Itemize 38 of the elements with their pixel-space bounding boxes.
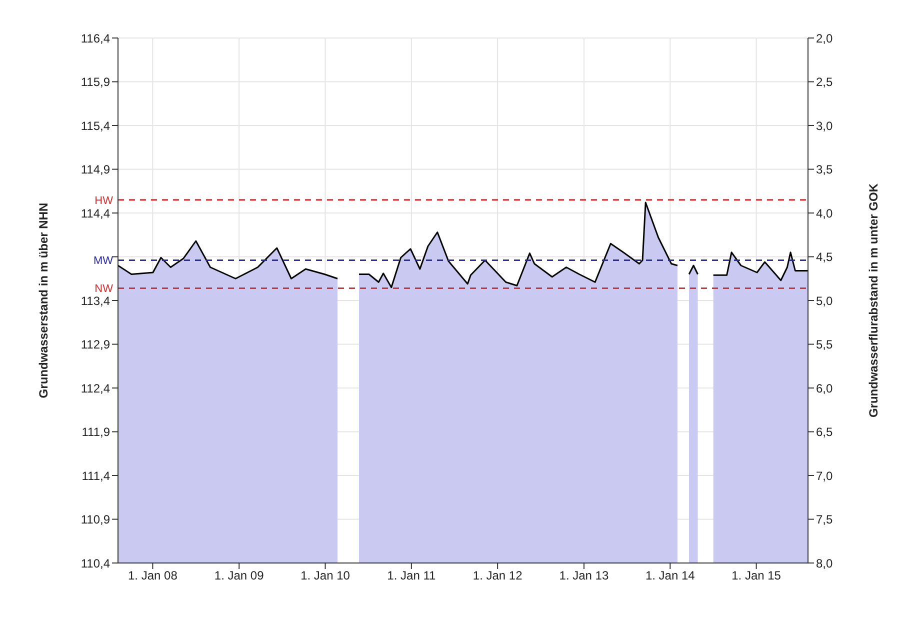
x-tick-label: 1. Jan 14 bbox=[645, 568, 696, 583]
y2-tick-label: 5,5 bbox=[816, 338, 834, 352]
y-axis-title: Grundwasserstand in m über NHN bbox=[36, 202, 50, 398]
y2-tick-label: 5,0 bbox=[816, 294, 834, 308]
y-tick-label: 110,4 bbox=[80, 556, 110, 570]
x-tick-label: 1. Jan 15 bbox=[732, 568, 782, 583]
ref-line-label: HW bbox=[94, 194, 114, 207]
y2-axis-title: Grundwasserflurabstand in m unter GOK bbox=[866, 183, 880, 418]
x-tick-label: 1. Jan 09 bbox=[214, 568, 264, 583]
y2-tick-label: 6,5 bbox=[816, 425, 834, 440]
y-tick-label: 115,4 bbox=[80, 118, 110, 133]
y2-tick-label: 4,5 bbox=[816, 250, 834, 264]
y2-tick-label: 7,5 bbox=[816, 512, 834, 527]
y2-tick-label: 8,0 bbox=[816, 556, 834, 570]
x-tick-label: 1. Jan 08 bbox=[128, 568, 178, 583]
x-tick-label: 1. Jan 10 bbox=[300, 568, 350, 583]
y-tick-label: 111,4 bbox=[82, 468, 110, 483]
x-tick-label: 1. Jan 12 bbox=[472, 568, 523, 583]
y-tick-label: 116,4 bbox=[80, 31, 110, 46]
y-tick-label: 110,9 bbox=[80, 512, 110, 527]
y-tick-label: 113,4 bbox=[80, 294, 110, 308]
y-tick-label: 115,9 bbox=[80, 75, 110, 90]
y-tick-label: 112,9 bbox=[80, 338, 110, 352]
y-tick-label: 111,9 bbox=[82, 425, 110, 440]
y2-tick-label: 2,5 bbox=[816, 75, 834, 90]
y-tick-label: 112,4 bbox=[80, 381, 110, 396]
y-tick-label: 114,9 bbox=[80, 162, 110, 177]
y-tick-label: 114,4 bbox=[80, 206, 110, 220]
ref-line-label: NW bbox=[94, 283, 114, 296]
y2-tick-label: 4,0 bbox=[816, 206, 834, 220]
y2-tick-label: 6,0 bbox=[816, 381, 834, 396]
ref-line-label: MW bbox=[93, 255, 114, 268]
x-tick-label: 1. Jan 11 bbox=[387, 568, 436, 583]
y2-tick-label: 3,5 bbox=[816, 162, 834, 177]
y2-tick-label: 3,0 bbox=[816, 118, 834, 133]
y2-tick-label: 7,0 bbox=[816, 468, 834, 483]
y2-tick-label: 2,0 bbox=[816, 31, 834, 46]
x-tick-label: 1. Jan 13 bbox=[559, 568, 609, 583]
